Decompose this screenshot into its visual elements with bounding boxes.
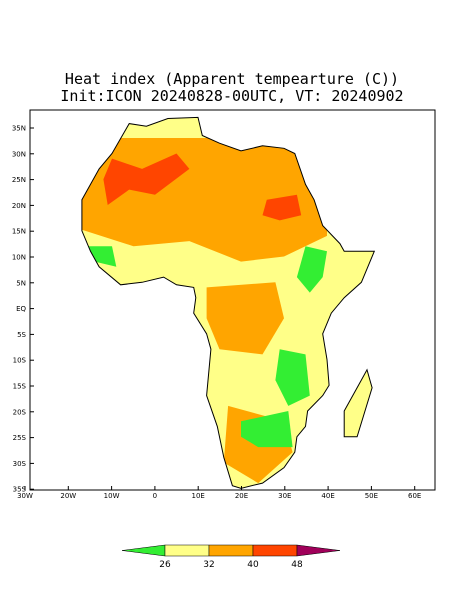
very-hot	[103, 153, 190, 205]
lon-label: 30E	[278, 492, 291, 500]
colorbar-segment	[252, 544, 298, 557]
lon-label: 20W	[60, 492, 76, 500]
land	[81, 116, 376, 489]
colorbar-label: 32	[203, 560, 214, 570]
lat-label: 35N	[12, 125, 26, 133]
lon-label: 0	[153, 492, 157, 500]
lon-label: 20E	[235, 492, 248, 500]
cool	[241, 411, 293, 448]
lat-label: 25N	[12, 176, 26, 184]
lon-label: 60E	[408, 492, 421, 500]
lat-label: 30N	[12, 150, 26, 158]
title: Heat index (Apparent tempearture (C))	[65, 70, 399, 88]
lat-label: 5N	[16, 279, 26, 287]
colorbar-segment	[296, 544, 341, 557]
lon-label: 50E	[365, 492, 378, 500]
lon-label: 40E	[321, 492, 334, 500]
cool	[296, 246, 327, 293]
lat-label: EQ	[16, 305, 26, 313]
lon-label: 30W	[17, 492, 33, 500]
lat-label: 35S	[13, 486, 27, 494]
cool	[86, 246, 117, 267]
lon-label: 10E	[192, 492, 205, 500]
colorbar-segment	[121, 544, 166, 557]
colorbar-label: 40	[247, 560, 259, 570]
lat-label: 15N	[12, 228, 26, 236]
colorbar-label: 48	[291, 560, 303, 570]
africa-outline	[81, 116, 376, 489]
lat-label: 30S	[13, 460, 27, 468]
very-hot	[262, 194, 302, 221]
hot-region	[206, 282, 284, 355]
lat-label: 10S	[13, 357, 27, 365]
colorbar-segment	[164, 544, 210, 557]
lon-label: 10W	[104, 492, 120, 500]
subtitle: Init:ICON 20240828-00UTC, VT: 20240902	[60, 87, 403, 105]
colorbar-segment	[208, 544, 254, 557]
cool	[275, 349, 310, 406]
colorbar-label: 26	[159, 560, 171, 570]
lat-label: 5S	[17, 331, 26, 339]
lat-label: 20N	[12, 202, 26, 210]
lat-label: 10N	[12, 254, 26, 262]
heat-regions	[81, 138, 327, 484]
lat-label: 15S	[13, 383, 27, 391]
madagascar	[343, 368, 373, 438]
lat-label: 20S	[13, 408, 27, 416]
lat-label: 25S	[13, 434, 27, 442]
